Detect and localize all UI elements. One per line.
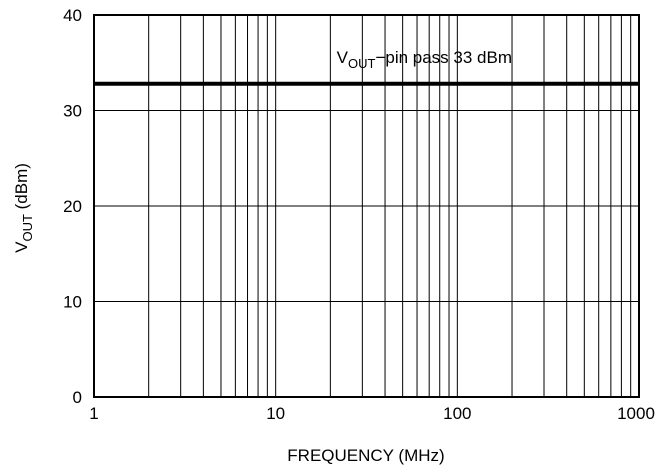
y-tick-label: 0 (73, 388, 82, 407)
annotation-label: VOUT−pin pass 33 dBm (337, 48, 512, 71)
y-axis-title-sub: OUT (20, 214, 35, 242)
y-axis-title-rest: (dBm) (12, 163, 31, 214)
y-tick-label: 20 (63, 197, 82, 216)
y-axis-title: VOUT (dBm) (12, 163, 35, 253)
x-tick-label: 1000 (617, 404, 655, 423)
annotation-sub: OUT (348, 56, 376, 71)
y-tick-label: 10 (63, 293, 82, 312)
grid (94, 15, 639, 397)
y-axis-title-main: V (12, 241, 31, 253)
plot-frame (93, 14, 640, 398)
x-tick-label: 1 (89, 404, 98, 423)
annotation-rest: −pin pass 33 dBm (375, 48, 512, 67)
y-tick-label: 30 (63, 102, 82, 121)
y-tick-label: 40 (63, 6, 82, 25)
annotation-main: V (337, 48, 349, 67)
x-axis-title: FREQUENCY (MHz) (287, 446, 444, 465)
x-tick-label: 10 (266, 404, 285, 423)
tick-labels: 1 10 100 1000 0 10 20 30 40 (63, 6, 655, 423)
x-tick-label: 100 (443, 404, 471, 423)
